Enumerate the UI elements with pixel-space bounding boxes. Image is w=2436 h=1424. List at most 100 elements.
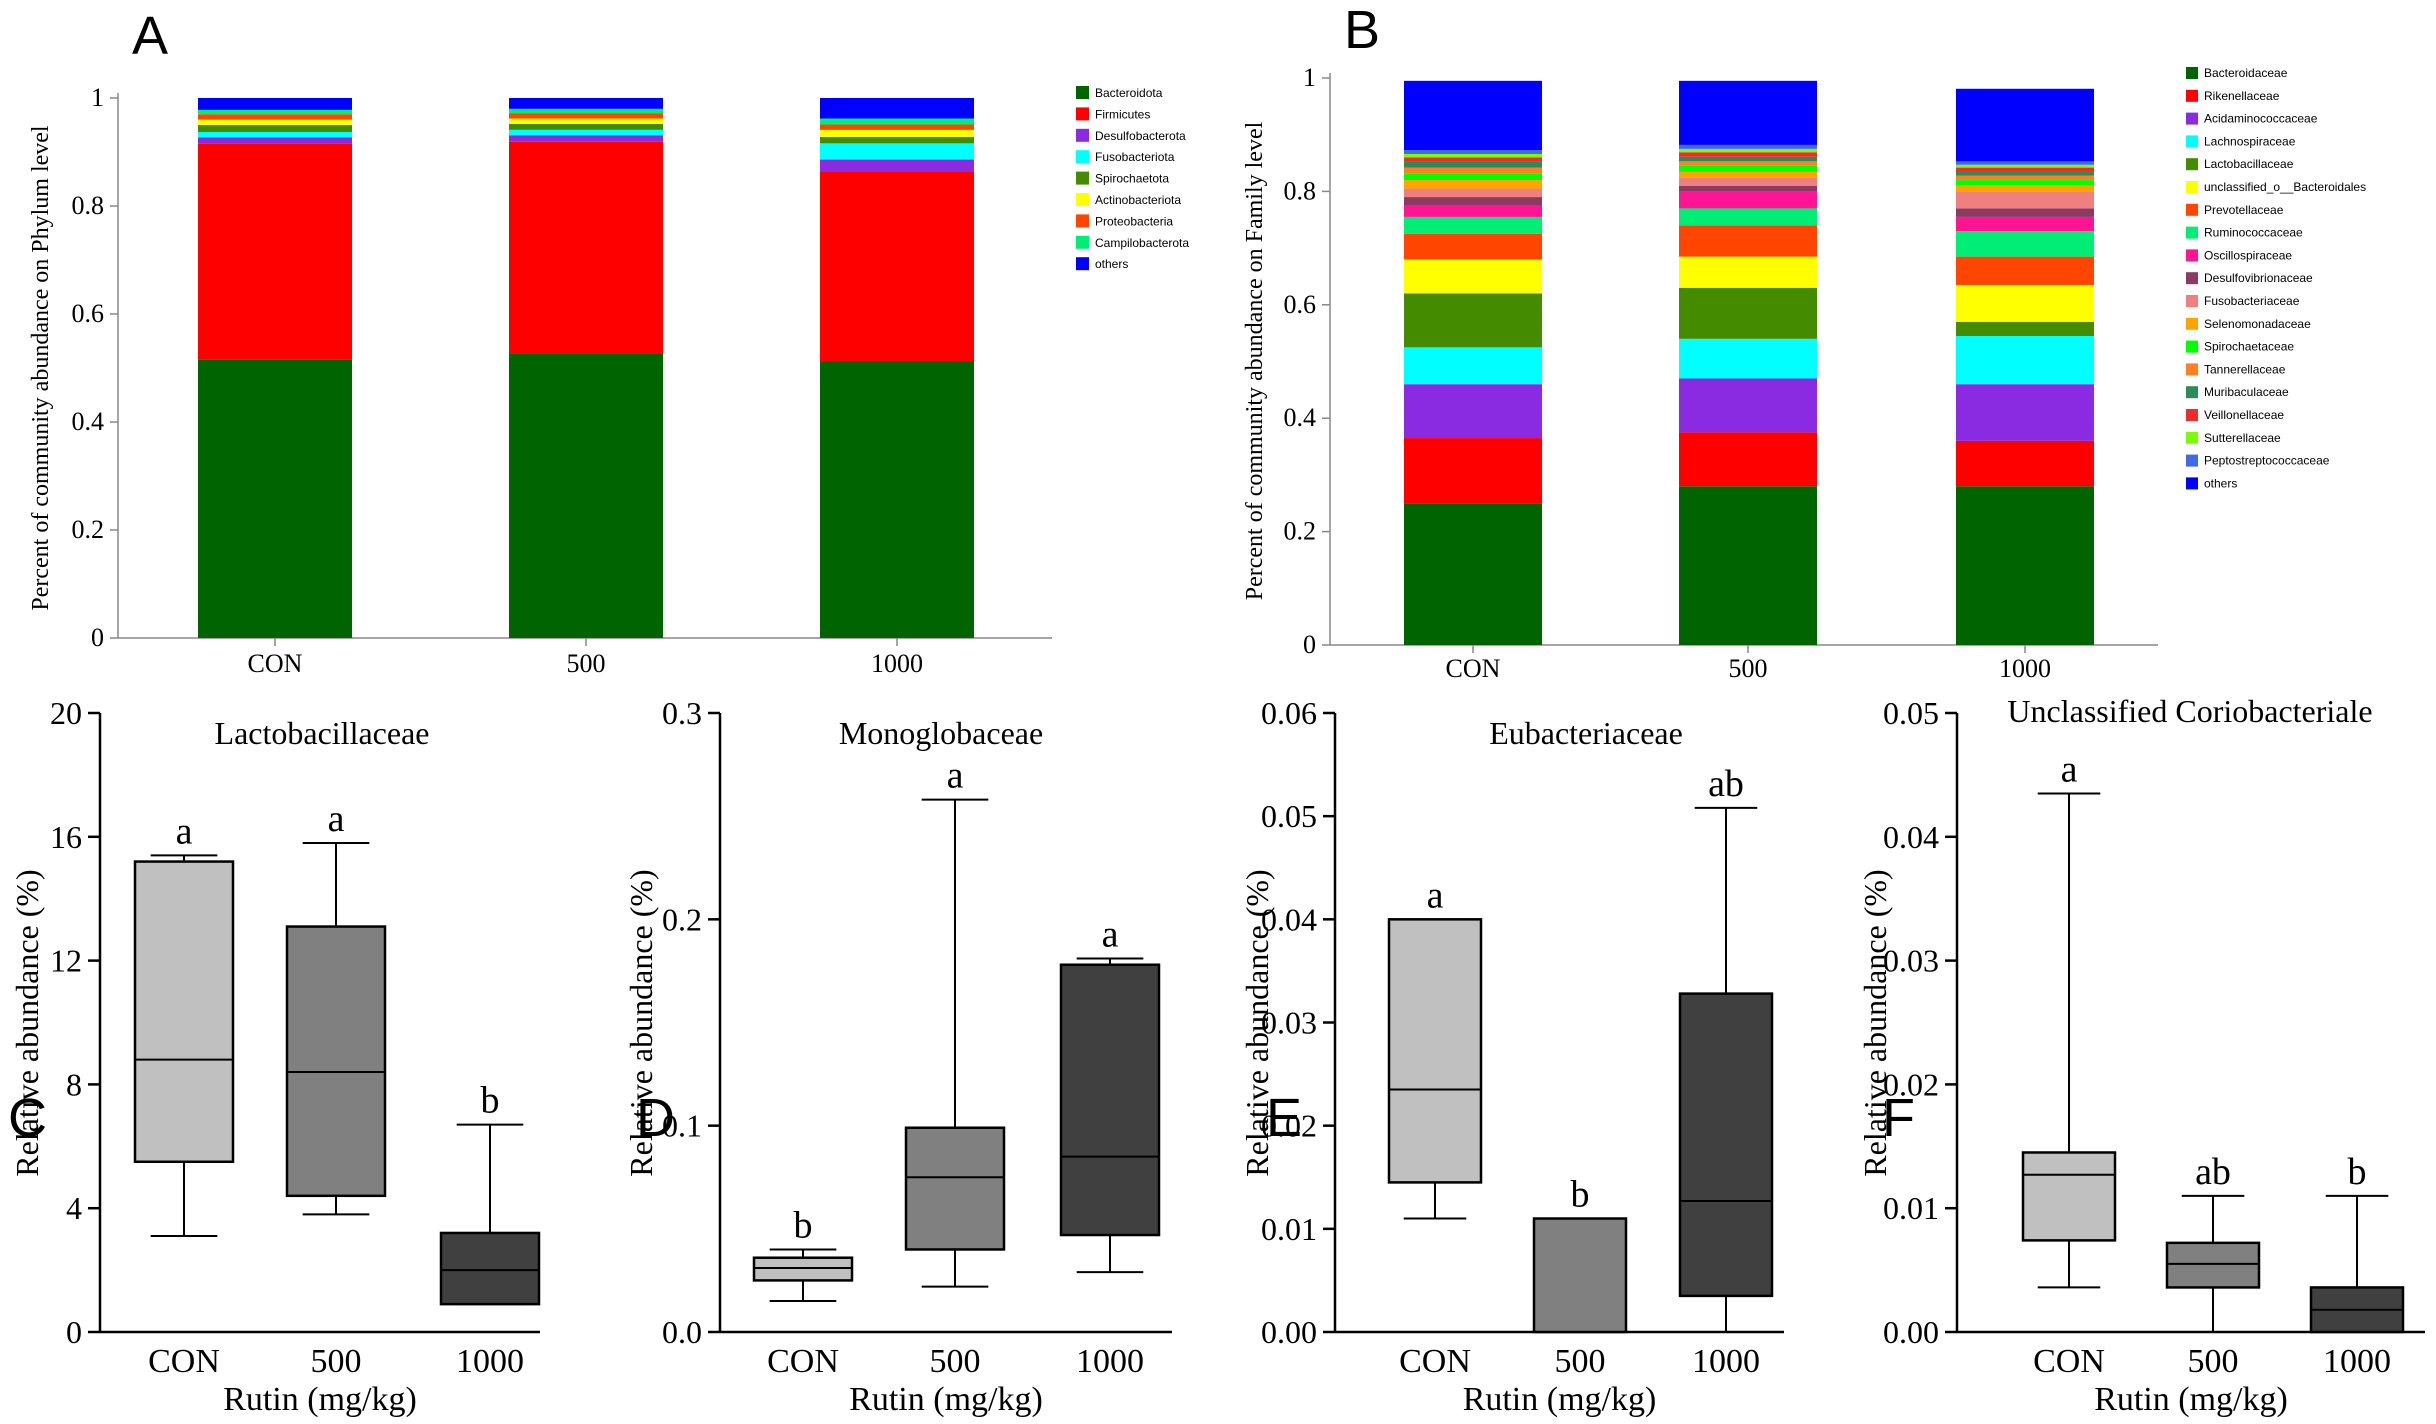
legend-label: Rikenellaceae [2204, 89, 2280, 103]
box-iqr [904, 1126, 1006, 1251]
panel-label: E [1266, 1088, 1302, 1148]
box-1000: a [1059, 914, 1161, 1274]
bar-segment-muribaculaceae [1679, 156, 1817, 162]
legend-label: Prevotellaceae [2204, 203, 2284, 217]
bar-segment-desulfobacterota [198, 137, 352, 144]
x-tick-label: CON [148, 1343, 220, 1380]
legend-swatch [1076, 86, 1089, 99]
y-tick-label: 0.05 [1261, 798, 1317, 834]
legend-label: Campilobacterota [1095, 236, 1189, 250]
y-tick-label: 0 [91, 623, 104, 652]
y-axis-label: Relative abundance (%) [9, 869, 45, 1176]
legend-swatch [1076, 193, 1089, 206]
legend-label: Proteobacteria [1095, 214, 1173, 228]
y-tick-label: 0.1 [662, 1108, 702, 1144]
legend-swatch [1076, 128, 1089, 142]
x-axis-label: Rutin (mg/kg) [2094, 1381, 2288, 1418]
legend-label: Oscillospiraceae [2204, 248, 2292, 262]
bar-segment-veillonellaceae [1956, 167, 2094, 171]
y-tick-label: 0.6 [1284, 290, 1317, 319]
y-tick-label: 0.2 [72, 515, 105, 544]
y-tick-label: 0.00 [1883, 1314, 1939, 1350]
x-tick-label: 1000 [1692, 1343, 1760, 1380]
box-iqr [752, 1256, 854, 1282]
legend-swatch [2186, 386, 2198, 399]
legend-swatch [2186, 272, 2198, 285]
x-tick-label: 1000 [1076, 1343, 1144, 1380]
x-tick-label: 500 [2188, 1343, 2239, 1380]
y-tick-label: 0.02 [1883, 1066, 1939, 1102]
box-con: b [752, 1204, 854, 1303]
bar-segment-prevotellaceae [1404, 233, 1542, 260]
bar-segment-tannerellaceae [1956, 175, 2094, 181]
legend-label: others [2204, 476, 2237, 490]
legend-label: unclassified_o__Bacteroidales [2204, 180, 2366, 194]
bar-segment-lactobacillaceae [1404, 293, 1542, 348]
bar-segment-peptostreptococcaceae [1679, 144, 1817, 149]
legend-swatch [2186, 226, 2198, 239]
bar-segment-sutterellaceae [1956, 164, 2094, 168]
panel-A: A 0 0.2 0.4 0.6 0.8 1 Percent of community abun… [28, 6, 1189, 678]
bar-segment-campilobacterota [198, 109, 352, 115]
bar-segment-others [820, 98, 974, 119]
box-iqr [133, 860, 235, 1164]
bar-segment-selenomonadaceae [1956, 185, 2094, 192]
y-tick-label: 8 [66, 1066, 82, 1102]
bar-segment-rikenellaceae [1404, 438, 1542, 504]
legend-label: Lactobacillaceae [2204, 157, 2294, 171]
bar-segment-acidaminococcaceae [1404, 384, 1542, 439]
y-tick-label: 4 [66, 1190, 82, 1226]
bar-segment-sutterellaceae [1679, 148, 1817, 153]
legend-label: Selenomonadaceae [2204, 317, 2311, 331]
legend-swatch [1076, 214, 1089, 228]
y-tick-label: 0.01 [1261, 1211, 1317, 1247]
bar-segment-unclassified-o-bacteroidales [1679, 256, 1817, 288]
y-tick-label: 20 [50, 695, 82, 731]
bar-segment-actinobacteriota [509, 118, 663, 124]
legend-label: Fusobacteriaceae [2204, 294, 2300, 308]
bar-segment-muribaculaceae [1404, 161, 1542, 168]
legend-label: others [1095, 257, 1128, 271]
legend-label: Desulfovibrionaceae [2204, 271, 2313, 285]
bar-segment-bacteroidota [198, 359, 352, 638]
y-tick-label: 0.03 [1261, 1005, 1317, 1041]
bar-segment-ruminococcaceae [1679, 208, 1817, 226]
legend-label: Veillonellaceae [2204, 408, 2284, 422]
bar-segment-fusobacteriaceae [1956, 191, 2094, 209]
bar-segment-bacteroidaceae [1956, 486, 2094, 645]
y-tick-label: 0 [1303, 630, 1316, 659]
legend-swatch [1076, 150, 1089, 164]
y-tick-label: 0.2 [662, 901, 702, 937]
y-axis-label: Percent of community abundance on Family… [1242, 121, 1268, 600]
box-iqr [1387, 918, 1483, 1184]
bar-segment-rikenellaceae [1679, 432, 1817, 487]
legend-label: Spirochaetota [1095, 172, 1169, 186]
bar-segment-ruminococcaceae [1956, 231, 2094, 257]
bar-segment-muribaculaceae [1956, 170, 2094, 176]
legend-label: Actinobacteriota [1095, 193, 1181, 207]
chart-title: Monoglobaceae [839, 715, 1043, 751]
bar-segment-others [509, 98, 663, 109]
legend-swatch [1076, 171, 1089, 185]
bar-segment-firmicutes [509, 141, 663, 354]
chart-title: Unclassified Coriobacteriale [2007, 693, 2372, 729]
legend-swatch [2186, 363, 2198, 376]
bar-segment-fusobacteriaceae [1404, 188, 1542, 198]
legend: Bacteroidaceae Rikenellaceae Acidaminococc… [2186, 66, 2366, 490]
bar-segment-others [1956, 88, 2094, 162]
y-axis-label: Relative abundance (%) [623, 869, 659, 1176]
y-tick-label: 0.04 [1883, 819, 1939, 855]
legend-swatch [2186, 181, 2198, 193]
legend-swatch [2186, 112, 2198, 125]
x-tick-label: 500 [1729, 654, 1768, 683]
legend-label: Bacteroidaceae [2204, 66, 2288, 80]
bar-segment-campilobacterota [820, 118, 974, 125]
box-iqr [1059, 963, 1161, 1237]
chart-title: Eubacteriaceae [1489, 715, 1683, 751]
legend-swatch [2186, 409, 2198, 421]
bar-segment-desulfovibrionaceae [1956, 208, 2094, 217]
x-tick-label: CON [1446, 654, 1501, 683]
bar-segment-desulfobacterota [820, 159, 974, 172]
bar-segment-bacteroidaceae [1679, 486, 1817, 645]
legend-label: Ruminococcaceae [2204, 226, 2303, 240]
